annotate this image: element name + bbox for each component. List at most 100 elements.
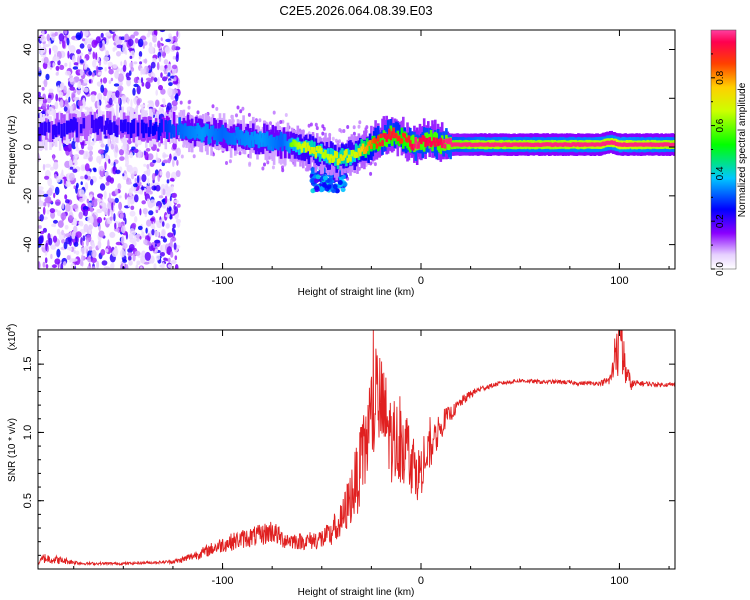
ridge-cell (431, 140, 434, 146)
noise-speckle (45, 264, 49, 269)
noise-speckle (119, 87, 122, 96)
noise-speckle (73, 177, 77, 183)
ridge-cell (334, 155, 337, 166)
ridge-cell (422, 137, 426, 152)
ridge-cell (278, 135, 281, 148)
noise-speckle (56, 228, 61, 235)
noise-speckle (238, 151, 242, 156)
ridge-cell (149, 120, 152, 134)
ridge-cell (460, 143, 463, 147)
noise-speckle (127, 97, 130, 105)
noise-speckle (103, 266, 111, 269)
noise-speckle (143, 163, 147, 167)
noise-speckle (120, 249, 126, 258)
ridge-blob (322, 175, 328, 181)
noise-speckle (80, 175, 84, 180)
snr-multiplier-close: ) (7, 324, 18, 327)
noise-speckle (73, 241, 79, 247)
noise-speckle (105, 98, 108, 106)
noise-speckle (129, 169, 133, 175)
noise-speckle (167, 232, 174, 238)
ridge-cell (572, 142, 576, 147)
ridge-cell (636, 142, 640, 147)
ridge-cell (367, 141, 370, 147)
noise-speckle (153, 263, 157, 269)
ridge-cell (446, 139, 450, 145)
noise-speckle (108, 66, 111, 70)
ridge-cell (668, 143, 672, 147)
ridge-cell (456, 142, 459, 147)
ridge-cell (517, 143, 520, 147)
ridge-cell (432, 137, 436, 143)
noise-speckle (54, 173, 57, 179)
ridge-cell (253, 131, 256, 140)
noise-speckle (116, 44, 123, 49)
ridge-cell (154, 121, 158, 132)
noise-speckle (166, 200, 172, 208)
ridge-cell (532, 143, 536, 147)
ridge-cell (388, 132, 391, 144)
noise-speckle (176, 30, 179, 37)
noise-speckle (72, 168, 78, 173)
ridge-cell (445, 138, 448, 143)
ridge-cell (77, 117, 80, 143)
noise-speckle (109, 263, 114, 269)
snr-multiplier-exponent: 4 (6, 327, 13, 331)
noise-speckle (180, 154, 184, 159)
noise-speckle (84, 182, 89, 191)
noise-speckle (97, 66, 103, 70)
ridge-cell (427, 134, 430, 145)
noise-speckle (338, 128, 342, 132)
ridge-cell (211, 126, 215, 147)
noise-speckle (108, 68, 114, 75)
ridge-cell (556, 143, 559, 147)
noise-speckle (139, 104, 146, 108)
noise-speckle (39, 35, 47, 43)
ridge-cell (435, 133, 438, 160)
noise-speckle (90, 216, 94, 224)
noise-speckle (99, 205, 102, 209)
noise-speckle (130, 34, 136, 39)
noise-speckle (369, 171, 373, 176)
ridge-cell (477, 142, 480, 147)
noise-speckle (258, 118, 262, 123)
ridge-cell (286, 141, 290, 152)
noise-speckle (53, 56, 60, 62)
noise-speckle (130, 99, 133, 108)
noise-speckle (138, 51, 143, 58)
ridge-cell (497, 142, 501, 147)
noise-speckle (89, 206, 94, 213)
ridge-cell (368, 140, 372, 146)
ridge-cell (390, 132, 394, 146)
noise-speckle (130, 66, 135, 72)
noise-speckle (147, 30, 151, 36)
noise-speckle (132, 87, 136, 96)
noise-speckle (79, 189, 85, 197)
noise-speckle (38, 186, 44, 191)
noise-speckle (84, 174, 88, 180)
ridge-cell (379, 135, 383, 147)
noise-speckle (58, 33, 65, 42)
ridge-cell (604, 141, 608, 146)
noise-speckle (160, 37, 163, 42)
ridge-cell (252, 123, 255, 146)
noise-speckle (97, 92, 103, 102)
noise-speckle (166, 187, 172, 196)
noise-speckle (87, 43, 92, 50)
ridge-cell (635, 142, 638, 147)
noise-speckle (143, 239, 148, 245)
spectrogram-x-tick-label-2: 100 (610, 275, 628, 287)
ridge-cell (663, 142, 666, 147)
noise-speckle (61, 202, 65, 210)
noise-speckle (65, 233, 71, 238)
noise-speckle (108, 158, 111, 164)
noise-speckle (192, 154, 196, 159)
noise-speckle (52, 264, 57, 269)
ridge-cell (400, 138, 404, 144)
ridge-cell (563, 142, 566, 147)
ridge-cell (534, 142, 537, 147)
noise-speckle (172, 223, 176, 229)
noise-speckle (65, 98, 68, 108)
ridge-cell (367, 141, 370, 155)
noise-speckle (173, 204, 176, 211)
